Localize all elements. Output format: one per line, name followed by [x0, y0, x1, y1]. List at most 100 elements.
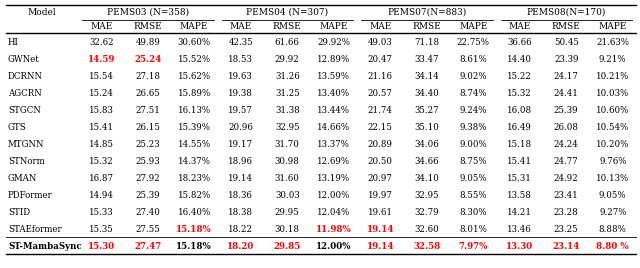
Text: 8.74%: 8.74%: [460, 89, 487, 98]
Text: 34.14: 34.14: [414, 72, 439, 81]
Text: HI: HI: [8, 38, 19, 47]
Text: 10.54%: 10.54%: [596, 123, 629, 132]
Text: 23.39: 23.39: [554, 55, 579, 64]
Text: 18.36: 18.36: [228, 191, 253, 200]
Text: MAPE: MAPE: [598, 22, 627, 31]
Text: 61.66: 61.66: [275, 38, 300, 47]
Text: 15.39%: 15.39%: [178, 123, 211, 132]
Text: 18.38: 18.38: [228, 208, 253, 217]
Text: 15.54: 15.54: [89, 72, 114, 81]
Text: 16.87: 16.87: [89, 174, 114, 183]
Text: GWNet: GWNet: [8, 55, 40, 64]
Text: 24.92: 24.92: [554, 174, 579, 183]
Text: 18.53: 18.53: [228, 55, 253, 64]
Text: 24.17: 24.17: [554, 72, 579, 81]
Text: 20.89: 20.89: [368, 140, 393, 149]
Text: 15.32: 15.32: [508, 89, 532, 98]
Text: 27.92: 27.92: [136, 174, 160, 183]
Text: 34.06: 34.06: [414, 140, 439, 149]
Text: 20.96: 20.96: [228, 123, 253, 132]
Text: 14.85: 14.85: [89, 140, 114, 149]
Text: MAE: MAE: [90, 22, 113, 31]
Text: 25.39: 25.39: [136, 191, 160, 200]
Text: 13.30: 13.30: [506, 242, 533, 251]
Text: 15.82%: 15.82%: [178, 191, 211, 200]
Text: 8.55%: 8.55%: [460, 191, 487, 200]
Text: 21.63%: 21.63%: [596, 38, 629, 47]
Text: 12.00%: 12.00%: [317, 191, 351, 200]
Text: 25.23: 25.23: [136, 140, 160, 149]
Text: 27.55: 27.55: [136, 225, 160, 234]
Text: 27.40: 27.40: [135, 208, 160, 217]
Text: 15.18%: 15.18%: [177, 225, 212, 234]
Text: 18.96: 18.96: [228, 157, 253, 166]
Text: DCRNN: DCRNN: [8, 72, 43, 81]
Text: 14.94: 14.94: [89, 191, 114, 200]
Text: 26.65: 26.65: [136, 89, 160, 98]
Text: 31.25: 31.25: [275, 89, 300, 98]
Text: 13.19%: 13.19%: [317, 174, 350, 183]
Text: 12.89%: 12.89%: [317, 55, 350, 64]
Text: STNorm: STNorm: [8, 157, 45, 166]
Text: PDFormer: PDFormer: [8, 191, 52, 200]
Text: 19.57: 19.57: [228, 106, 253, 115]
Text: RMSE: RMSE: [412, 22, 441, 31]
Text: 9.21%: 9.21%: [599, 55, 627, 64]
Text: 25.39: 25.39: [554, 106, 579, 115]
Text: 19.14: 19.14: [228, 174, 253, 183]
Text: 12.00%: 12.00%: [316, 242, 351, 251]
Text: 9.00%: 9.00%: [460, 140, 487, 149]
Text: 24.77: 24.77: [554, 157, 579, 166]
Text: 15.22: 15.22: [508, 72, 532, 81]
Text: 15.89%: 15.89%: [178, 89, 211, 98]
Text: PEMS07(N=883): PEMS07(N=883): [387, 8, 467, 17]
Text: MAE: MAE: [369, 22, 392, 31]
Text: 22.15: 22.15: [368, 123, 393, 132]
Text: 18.22: 18.22: [228, 225, 253, 234]
Text: 9.24%: 9.24%: [460, 106, 487, 115]
Text: 20.47: 20.47: [368, 55, 393, 64]
Text: 15.30: 15.30: [88, 242, 115, 251]
Text: 32.79: 32.79: [415, 208, 439, 217]
Text: 18.20: 18.20: [227, 242, 255, 251]
Text: 15.62%: 15.62%: [178, 72, 211, 81]
Text: 35.27: 35.27: [415, 106, 439, 115]
Text: 34.66: 34.66: [415, 157, 439, 166]
Text: 9.76%: 9.76%: [599, 157, 627, 166]
Text: 31.70: 31.70: [275, 140, 300, 149]
Text: 31.26: 31.26: [275, 72, 300, 81]
Text: 19.38: 19.38: [228, 89, 253, 98]
Text: 18.23%: 18.23%: [178, 174, 211, 183]
Text: GTS: GTS: [8, 123, 27, 132]
Text: 22.75%: 22.75%: [457, 38, 490, 47]
Text: 10.03%: 10.03%: [596, 89, 629, 98]
Text: 15.18: 15.18: [507, 140, 532, 149]
Text: 24.24: 24.24: [554, 140, 579, 149]
Text: 14.37%: 14.37%: [178, 157, 211, 166]
Text: 15.33: 15.33: [89, 208, 113, 217]
Text: 16.08: 16.08: [507, 106, 532, 115]
Text: 25.24: 25.24: [134, 55, 161, 64]
Text: 23.14: 23.14: [552, 242, 580, 251]
Text: 35.10: 35.10: [414, 123, 439, 132]
Text: 30.03: 30.03: [275, 191, 300, 200]
Text: 34.40: 34.40: [414, 89, 439, 98]
Text: 30.60%: 30.60%: [178, 38, 211, 47]
Text: 10.13%: 10.13%: [596, 174, 629, 183]
Text: 15.41: 15.41: [89, 123, 114, 132]
Text: 8.75%: 8.75%: [460, 157, 487, 166]
Text: 9.02%: 9.02%: [460, 72, 487, 81]
Text: 9.27%: 9.27%: [599, 208, 627, 217]
Text: 11.98%: 11.98%: [316, 225, 351, 234]
Text: 13.46: 13.46: [508, 225, 532, 234]
Text: 23.25: 23.25: [554, 225, 579, 234]
Text: 32.95: 32.95: [275, 123, 300, 132]
Text: 15.31: 15.31: [508, 174, 532, 183]
Text: 13.37%: 13.37%: [317, 140, 350, 149]
Text: 21.74: 21.74: [368, 106, 393, 115]
Text: 49.89: 49.89: [135, 38, 160, 47]
Text: 16.49: 16.49: [508, 123, 532, 132]
Text: 29.92%: 29.92%: [317, 38, 350, 47]
Text: 16.40%: 16.40%: [178, 208, 211, 217]
Text: MTGNN: MTGNN: [8, 140, 45, 149]
